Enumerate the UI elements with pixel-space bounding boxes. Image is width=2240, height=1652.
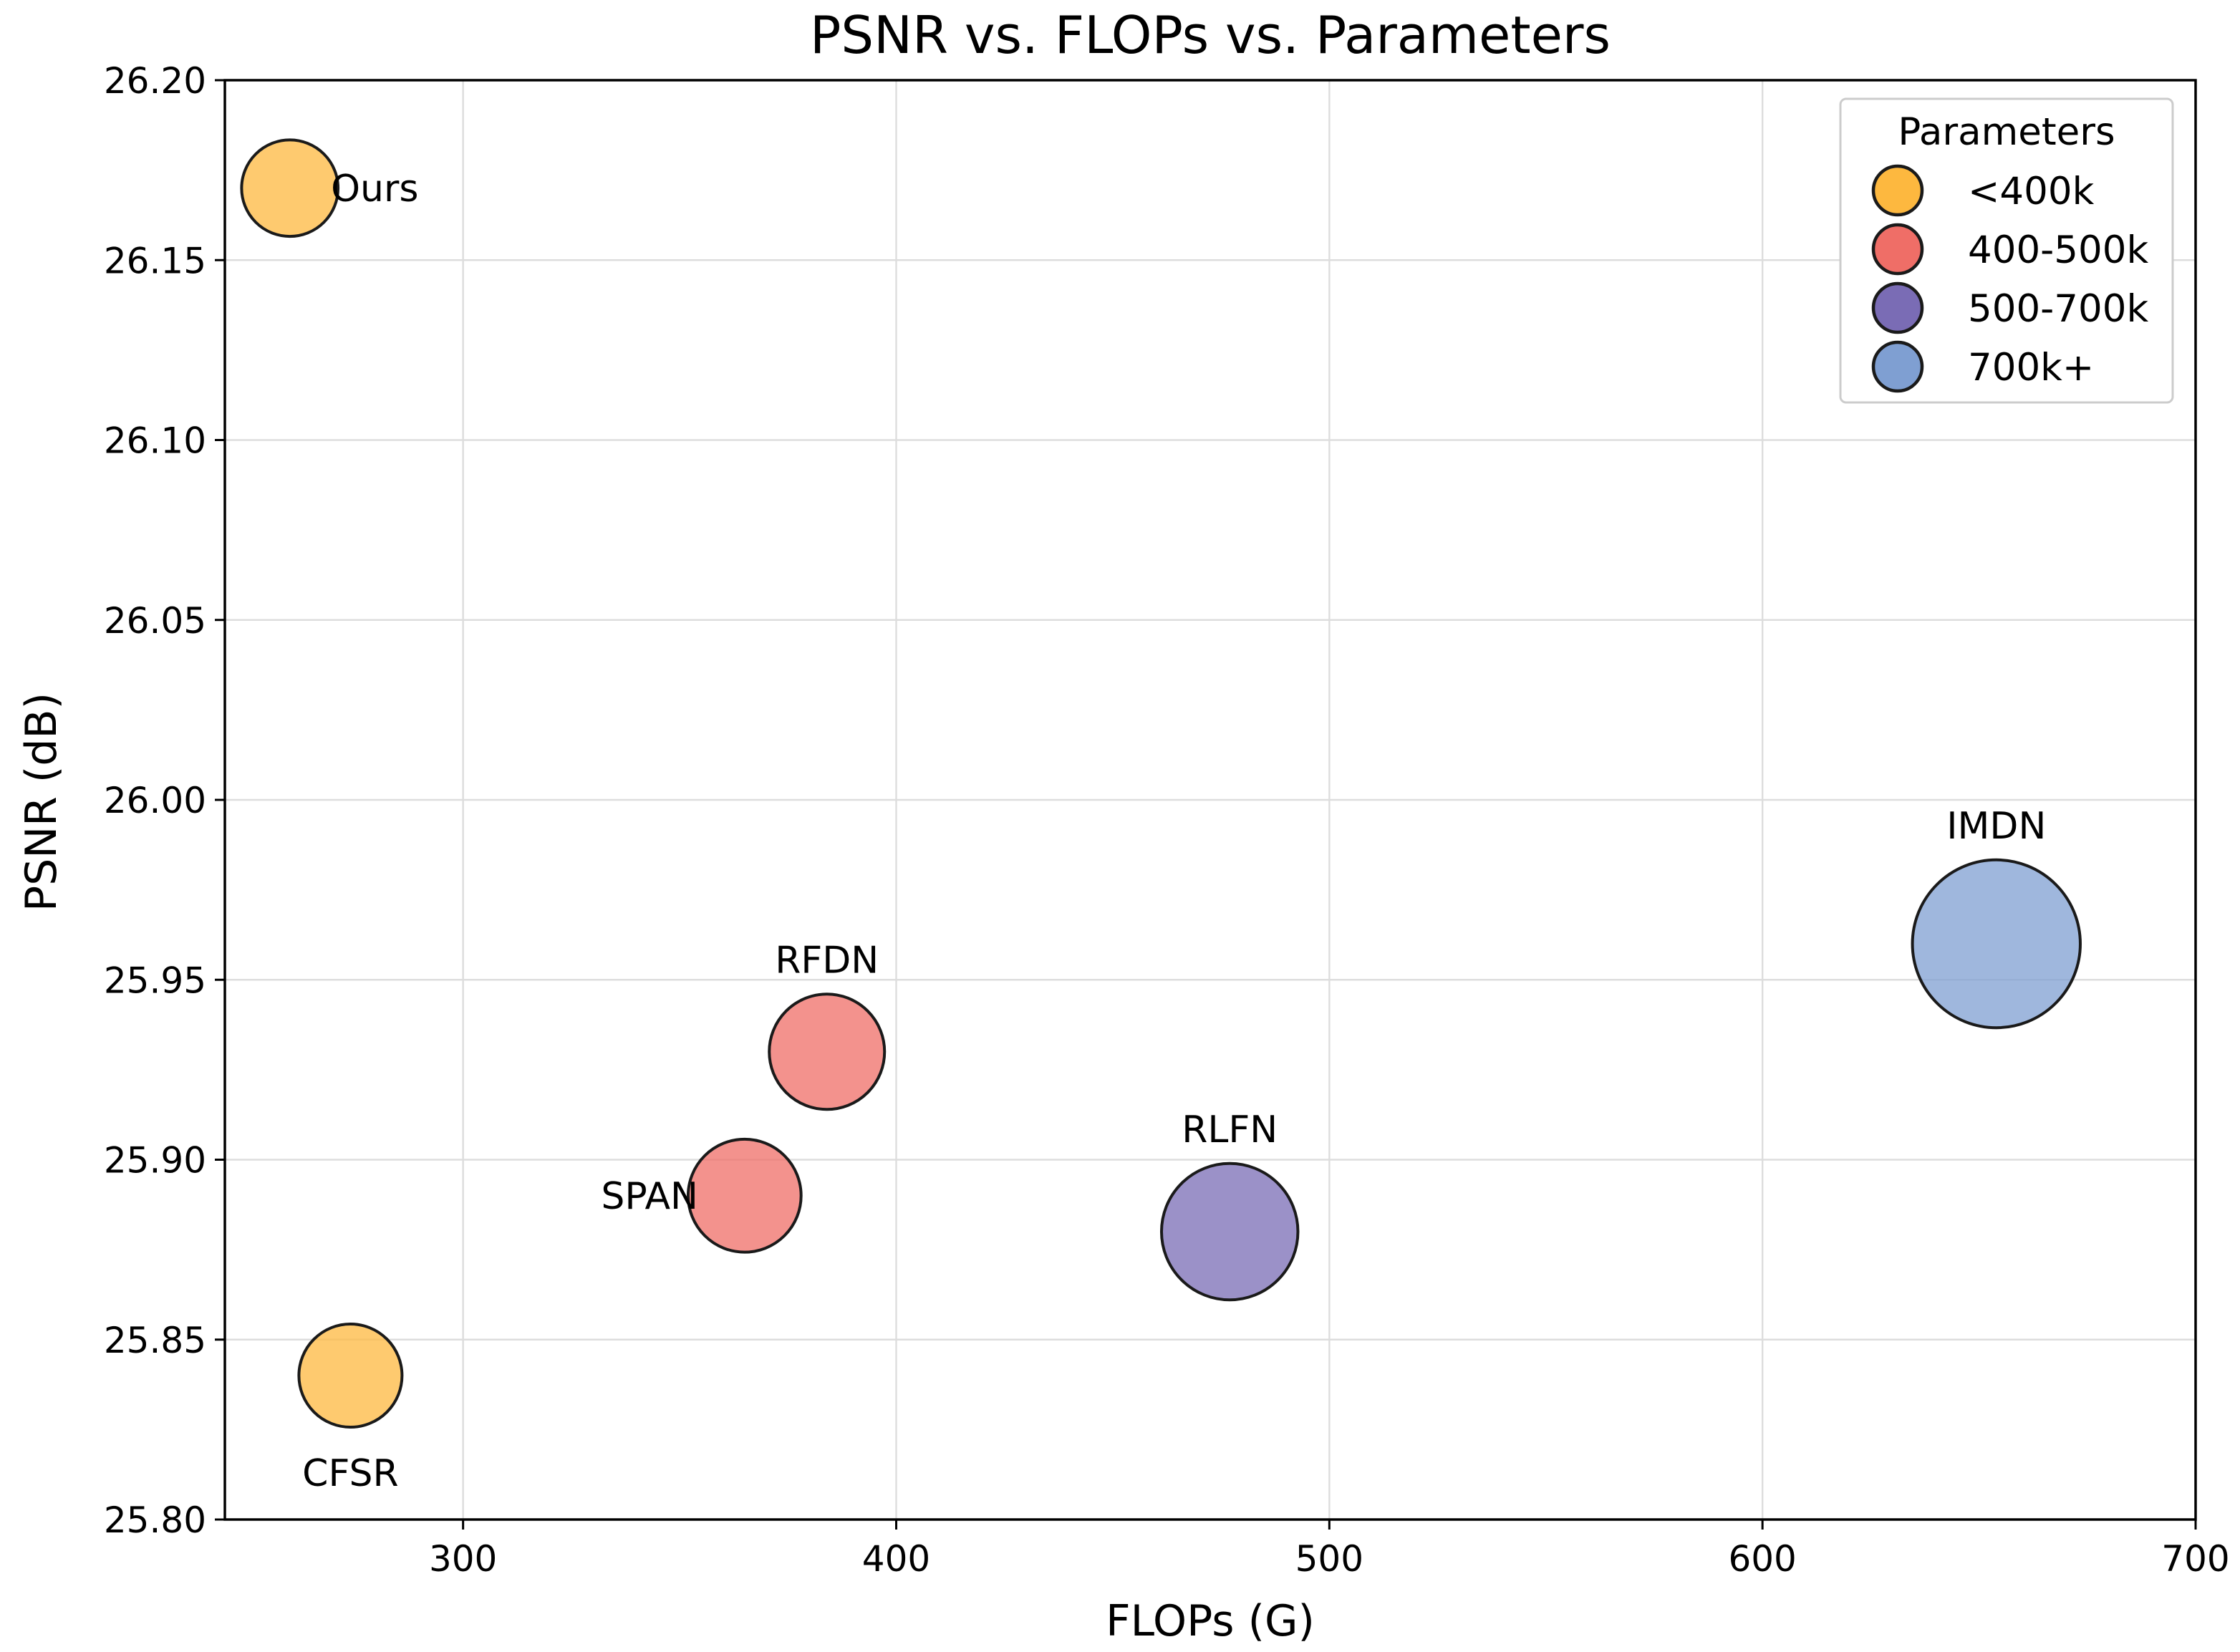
y-tick-label: 26.10 [104,420,206,462]
point-label-span: SPAN [601,1175,698,1218]
bubble-rfdn [768,992,887,1111]
axis-ticks: 300 400 500 600 700 25.80 25.85 25.90 25.95 26.00… [104,60,2230,1580]
y-tick-label: 26.20 [104,60,206,102]
legend-title: Parameters [1898,110,2115,154]
x-tick-label: 700 [2161,1538,2229,1580]
bubble-imdn [1911,858,2082,1030]
y-tick-label: 26.05 [104,600,206,642]
point-label-rlfn: RLFN [1182,1108,1278,1151]
x-axis-title: FLOPs (G) [1106,1596,1315,1646]
data-points [240,138,2082,1429]
legend-label: 400-500k [1968,228,2148,272]
y-tick-label: 25.80 [104,1499,206,1541]
legend-marker [1871,281,1924,334]
y-tick-label: 25.95 [104,960,206,1001]
legend-label: 500-700k [1968,287,2148,331]
legend: Parameters <400k 400-500k 500-700k 700k+ [1839,97,2174,404]
chart-title: PSNR vs. FLOPs vs. Parameters [810,5,1611,65]
x-tick-label: 500 [1295,1538,1363,1580]
bubble-ours [240,138,340,238]
legend-marker [1871,164,1924,217]
legend-label: 700k+ [1968,346,2094,390]
point-label-rfdn: RFDN [775,939,879,982]
y-tick-label: 25.85 [104,1320,206,1361]
x-tick-label: 400 [862,1538,930,1580]
legend-entries: <400k 400-500k 500-700k 700k+ [1871,164,2148,393]
x-tick-label: 300 [429,1538,497,1580]
bubble-span [686,1137,803,1254]
legend-marker [1871,340,1924,393]
y-axis-title: PSNR (dB) [16,692,67,912]
legend-marker [1871,223,1924,276]
y-tick-label: 25.90 [104,1140,206,1182]
y-tick-label: 26.15 [104,240,206,281]
point-label-ours: Ours [331,168,418,211]
legend-box [1839,97,2174,404]
bubble-rlfn [1159,1161,1300,1302]
y-tick-label: 26.00 [104,780,206,821]
x-tick-label: 600 [1728,1538,1796,1580]
legend-label: <400k [1968,170,2095,213]
bubble-cfsr [297,1323,404,1429]
point-labels: Ours CFSR SPAN RFDN RLFN IMDN [302,168,2046,1495]
point-label-imdn: IMDN [1946,805,2046,848]
point-label-cfsr: CFSR [302,1452,398,1495]
